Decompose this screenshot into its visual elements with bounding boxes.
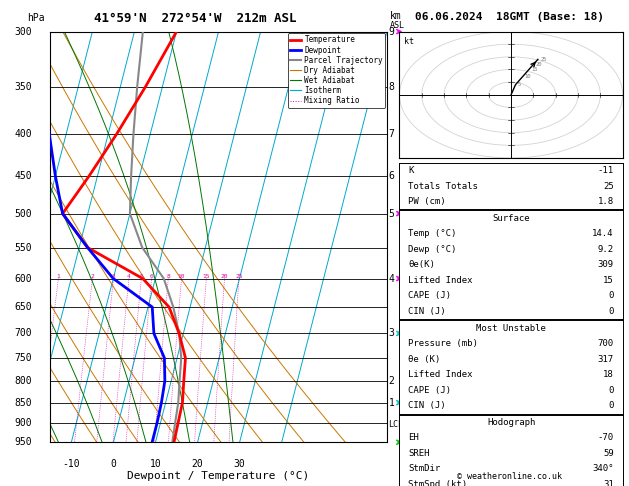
Text: CAPE (J): CAPE (J) bbox=[408, 386, 452, 395]
Text: 450: 450 bbox=[14, 171, 32, 181]
Text: LCL: LCL bbox=[389, 420, 404, 430]
Text: 15: 15 bbox=[603, 276, 614, 285]
Text: 9.2: 9.2 bbox=[598, 245, 614, 254]
Text: 2: 2 bbox=[389, 376, 394, 386]
Text: -11: -11 bbox=[598, 166, 614, 175]
Text: 317: 317 bbox=[598, 355, 614, 364]
Text: PW (cm): PW (cm) bbox=[408, 197, 446, 206]
Text: Lifted Index: Lifted Index bbox=[408, 276, 473, 285]
Text: CIN (J): CIN (J) bbox=[408, 307, 446, 316]
Text: EH: EH bbox=[408, 434, 419, 442]
Text: 309: 309 bbox=[598, 260, 614, 269]
Text: kt: kt bbox=[404, 36, 414, 46]
Text: Most Unstable: Most Unstable bbox=[476, 324, 546, 332]
Text: 10: 10 bbox=[525, 74, 531, 79]
Text: 15: 15 bbox=[531, 67, 538, 72]
Text: Pressure (mb): Pressure (mb) bbox=[408, 339, 478, 348]
Text: 59: 59 bbox=[603, 449, 614, 458]
Text: 800: 800 bbox=[14, 376, 32, 386]
Text: Dewp (°C): Dewp (°C) bbox=[408, 245, 457, 254]
Text: 25: 25 bbox=[603, 182, 614, 191]
Text: 14.4: 14.4 bbox=[593, 229, 614, 238]
Text: 4: 4 bbox=[127, 274, 131, 278]
Text: 8: 8 bbox=[389, 82, 394, 91]
Text: Lifted Index: Lifted Index bbox=[408, 370, 473, 379]
Text: 0: 0 bbox=[111, 459, 116, 469]
Text: 6: 6 bbox=[389, 171, 394, 181]
Text: 7: 7 bbox=[389, 129, 394, 139]
Text: 31: 31 bbox=[603, 480, 614, 486]
Text: Hodograph: Hodograph bbox=[487, 418, 535, 427]
Text: CIN (J): CIN (J) bbox=[408, 401, 446, 410]
Text: CAPE (J): CAPE (J) bbox=[408, 292, 452, 300]
Text: 20: 20 bbox=[192, 459, 203, 469]
Text: 30: 30 bbox=[234, 459, 245, 469]
Text: 650: 650 bbox=[14, 302, 32, 312]
Text: 10: 10 bbox=[150, 459, 162, 469]
Text: 5: 5 bbox=[389, 208, 394, 219]
Text: 20: 20 bbox=[221, 274, 228, 278]
Text: 600: 600 bbox=[14, 274, 32, 283]
Text: -70: -70 bbox=[598, 434, 614, 442]
Text: © weatheronline.co.uk: © weatheronline.co.uk bbox=[457, 472, 562, 481]
Text: 0: 0 bbox=[608, 292, 614, 300]
Text: 6: 6 bbox=[150, 274, 153, 278]
Text: Totals Totals: Totals Totals bbox=[408, 182, 478, 191]
Text: 06.06.2024  18GMT (Base: 18): 06.06.2024 18GMT (Base: 18) bbox=[415, 12, 604, 22]
Text: 1.8: 1.8 bbox=[598, 197, 614, 206]
Text: StmDir: StmDir bbox=[408, 465, 440, 473]
Text: θe(K): θe(K) bbox=[408, 260, 435, 269]
Text: 20: 20 bbox=[536, 62, 542, 67]
Text: 25: 25 bbox=[540, 57, 547, 62]
Text: SREH: SREH bbox=[408, 449, 430, 458]
Text: 0: 0 bbox=[608, 401, 614, 410]
Text: 10: 10 bbox=[178, 274, 186, 278]
Text: Temp (°C): Temp (°C) bbox=[408, 229, 457, 238]
Text: 5: 5 bbox=[518, 82, 521, 87]
Text: 700: 700 bbox=[598, 339, 614, 348]
Text: 750: 750 bbox=[14, 353, 32, 363]
Text: 25: 25 bbox=[235, 274, 243, 278]
Text: 0: 0 bbox=[608, 386, 614, 395]
Text: km: km bbox=[390, 11, 402, 21]
Legend: Temperature, Dewpoint, Parcel Trajectory, Dry Adiabat, Wet Adiabat, Isotherm, Mi: Temperature, Dewpoint, Parcel Trajectory… bbox=[287, 33, 386, 107]
Text: 18: 18 bbox=[603, 370, 614, 379]
Text: Surface: Surface bbox=[493, 214, 530, 223]
Text: 900: 900 bbox=[14, 418, 32, 428]
Text: K: K bbox=[408, 166, 414, 175]
Text: θe (K): θe (K) bbox=[408, 355, 440, 364]
Text: Mixing Ratio (g/kg): Mixing Ratio (g/kg) bbox=[413, 190, 421, 284]
Text: 0: 0 bbox=[608, 307, 614, 316]
Text: -10: -10 bbox=[62, 459, 80, 469]
Text: 1: 1 bbox=[57, 274, 60, 278]
Text: 15: 15 bbox=[203, 274, 210, 278]
Text: 850: 850 bbox=[14, 398, 32, 408]
Text: 4: 4 bbox=[389, 274, 394, 283]
Text: 2: 2 bbox=[91, 274, 94, 278]
Text: 3: 3 bbox=[111, 274, 115, 278]
Text: 340°: 340° bbox=[593, 465, 614, 473]
Text: 350: 350 bbox=[14, 82, 32, 91]
Text: 700: 700 bbox=[14, 329, 32, 338]
Text: 8: 8 bbox=[167, 274, 170, 278]
Text: 41°59'N  272°54'W  212m ASL: 41°59'N 272°54'W 212m ASL bbox=[94, 12, 296, 25]
Text: 500: 500 bbox=[14, 208, 32, 219]
Text: 3: 3 bbox=[389, 329, 394, 338]
Text: ASL: ASL bbox=[390, 20, 405, 30]
Text: 1: 1 bbox=[389, 398, 394, 408]
Text: 400: 400 bbox=[14, 129, 32, 139]
Text: 950: 950 bbox=[14, 437, 32, 447]
Text: 300: 300 bbox=[14, 27, 32, 36]
Text: Dewpoint / Temperature (°C): Dewpoint / Temperature (°C) bbox=[128, 471, 309, 481]
Text: 9: 9 bbox=[389, 27, 394, 36]
Text: hPa: hPa bbox=[27, 14, 45, 23]
Text: 5: 5 bbox=[140, 274, 143, 278]
Text: StmSpd (kt): StmSpd (kt) bbox=[408, 480, 467, 486]
Text: 550: 550 bbox=[14, 243, 32, 253]
